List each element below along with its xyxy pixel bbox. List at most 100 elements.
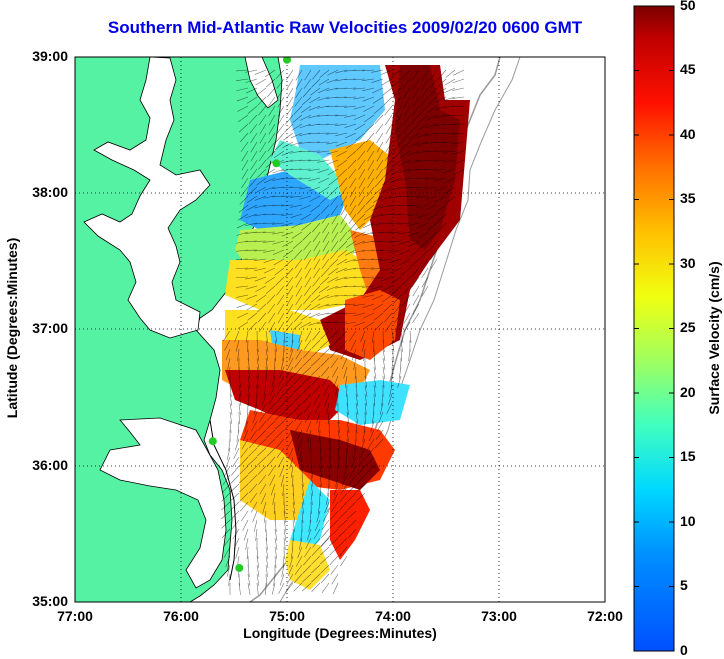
velocity-vector — [283, 528, 287, 541]
velocity-vector — [344, 303, 357, 305]
velocity-vector — [258, 159, 267, 170]
velocity-vector — [329, 546, 339, 556]
velocity-vector — [290, 339, 294, 352]
velocity-vector — [346, 420, 350, 433]
velocity-vector — [256, 375, 259, 388]
velocity-vector — [452, 123, 465, 125]
velocity-vector — [363, 321, 375, 329]
velocity-vector — [335, 132, 348, 137]
velocity-vector — [236, 285, 249, 288]
velocity-vector — [229, 384, 232, 397]
velocity-vector — [425, 177, 438, 180]
colorbar-tick-label: 40 — [680, 126, 696, 142]
velocity-vector — [368, 429, 375, 442]
velocity-vector — [256, 573, 260, 586]
velocity-vector — [247, 366, 251, 379]
velocity-vector — [322, 240, 330, 252]
velocity-vector — [247, 105, 258, 114]
velocity-vector — [390, 168, 402, 176]
velocity-vector — [279, 366, 285, 379]
velocity-vector — [308, 177, 321, 182]
velocity-vector — [370, 420, 375, 433]
velocity-vector — [389, 177, 402, 184]
velocity-vector — [266, 411, 276, 422]
velocity-vector — [250, 132, 258, 144]
velocity-vector — [402, 123, 411, 134]
velocity-vector — [294, 411, 303, 422]
velocity-vector — [266, 294, 276, 305]
velocity-vector — [236, 276, 249, 279]
velocity-vector — [245, 276, 258, 280]
velocity-vector — [245, 267, 258, 270]
velocity-vector — [313, 528, 321, 540]
velocity-vector — [424, 159, 438, 161]
velocity-vector — [254, 258, 267, 262]
velocity-vector — [346, 438, 349, 451]
velocity-vector — [354, 438, 357, 451]
velocity-vector — [265, 78, 276, 88]
velocity-vector — [228, 573, 231, 586]
velocity-vector — [384, 159, 393, 170]
velocity-vector — [263, 384, 267, 397]
velocity-vector — [247, 573, 251, 586]
velocity-vector — [305, 537, 312, 549]
velocity-vector — [372, 195, 384, 203]
velocity-vector — [301, 222, 312, 231]
velocity-vector — [309, 510, 312, 523]
velocity-vector — [258, 321, 267, 332]
velocity-vector — [356, 213, 366, 223]
velocity-vector — [263, 177, 276, 184]
velocity-vector — [295, 87, 303, 99]
velocity-vector — [344, 258, 357, 264]
velocity-vector — [290, 141, 303, 146]
velocity-vector — [339, 492, 348, 503]
velocity-vector — [311, 222, 321, 233]
velocity-vector — [425, 204, 438, 211]
velocity-vector — [301, 501, 305, 514]
velocity-vector — [319, 447, 322, 460]
velocity-vector — [312, 276, 321, 287]
velocity-vector — [374, 438, 384, 449]
velocity-vector — [239, 456, 249, 467]
velocity-vector — [301, 375, 312, 385]
velocity-vector — [295, 267, 303, 279]
velocity-vector — [259, 132, 267, 144]
velocity-vector — [430, 249, 438, 261]
velocity-vector — [353, 78, 366, 80]
velocity-vector — [392, 78, 402, 88]
velocity-vector — [337, 159, 348, 168]
velocity-vector — [293, 249, 303, 260]
velocity-vector — [277, 303, 285, 315]
velocity-vector — [311, 582, 321, 592]
velocity-vector — [434, 114, 447, 119]
velocity-vector — [293, 312, 303, 323]
velocity-vector — [329, 348, 339, 359]
velocity-vector — [294, 564, 303, 575]
velocity-vector — [372, 303, 384, 311]
velocity-vector — [303, 339, 312, 350]
velocity-vector — [333, 375, 339, 388]
velocity-vector — [338, 168, 348, 178]
velocity-vector — [239, 132, 249, 143]
velocity-vector — [319, 555, 330, 565]
velocity-vector — [302, 393, 312, 404]
velocity-vector — [334, 312, 348, 314]
velocity-vector — [411, 276, 420, 287]
velocity-vector — [234, 438, 240, 451]
velocity-vector — [346, 429, 349, 442]
map-content — [75, 57, 605, 602]
velocity-vector — [371, 78, 384, 83]
velocity-vector — [292, 384, 303, 394]
velocity-vector — [277, 105, 285, 117]
velocity-vector — [428, 87, 438, 98]
velocity-vector — [300, 528, 303, 541]
velocity-vector — [352, 276, 366, 278]
velocity-vector — [317, 420, 321, 433]
velocity-vector — [317, 123, 330, 125]
velocity-vector — [401, 276, 411, 286]
velocity-vector — [313, 249, 321, 261]
velocity-vector — [247, 357, 250, 370]
xtick-label: 75:00 — [269, 608, 305, 624]
velocity-vector — [373, 186, 384, 196]
velocity-vector — [237, 420, 240, 433]
